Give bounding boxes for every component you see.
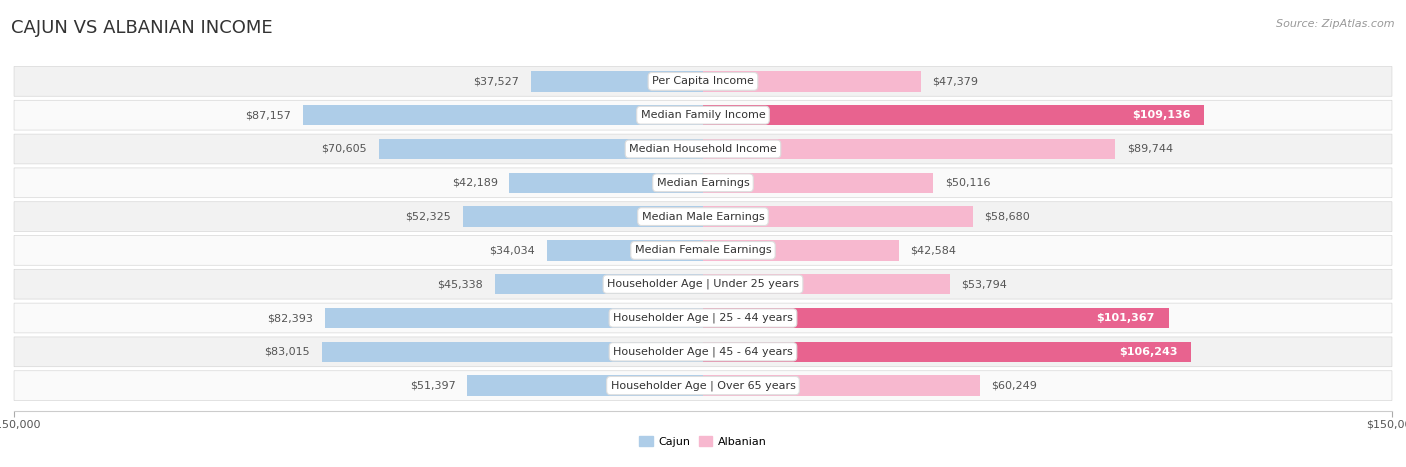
Bar: [530, 71, 703, 92]
Bar: [703, 71, 921, 92]
FancyBboxPatch shape: [14, 168, 1392, 198]
Bar: [302, 105, 703, 125]
FancyBboxPatch shape: [14, 134, 1392, 164]
Text: $37,527: $37,527: [474, 77, 519, 86]
Text: $47,379: $47,379: [932, 77, 979, 86]
Text: $109,136: $109,136: [1132, 110, 1191, 120]
FancyBboxPatch shape: [14, 202, 1392, 232]
Bar: [463, 206, 703, 227]
Text: Per Capita Income: Per Capita Income: [652, 77, 754, 86]
Text: $42,189: $42,189: [451, 178, 498, 188]
Text: $60,249: $60,249: [991, 381, 1038, 390]
Bar: [703, 375, 980, 396]
Bar: [703, 308, 1168, 328]
Text: $70,605: $70,605: [322, 144, 367, 154]
Bar: [703, 274, 950, 294]
Bar: [703, 173, 934, 193]
Text: Source: ZipAtlas.com: Source: ZipAtlas.com: [1277, 19, 1395, 28]
Text: $106,243: $106,243: [1119, 347, 1177, 357]
Text: Median Family Income: Median Family Income: [641, 110, 765, 120]
Text: $58,680: $58,680: [984, 212, 1029, 222]
Bar: [467, 375, 703, 396]
Legend: Cajun, Albanian: Cajun, Albanian: [634, 432, 772, 452]
Text: $45,338: $45,338: [437, 279, 484, 289]
Text: $83,015: $83,015: [264, 347, 311, 357]
Bar: [703, 240, 898, 261]
Bar: [378, 139, 703, 159]
Text: Median Female Earnings: Median Female Earnings: [634, 245, 772, 255]
Text: Householder Age | 45 - 64 years: Householder Age | 45 - 64 years: [613, 347, 793, 357]
Text: $89,744: $89,744: [1126, 144, 1173, 154]
Text: Householder Age | Under 25 years: Householder Age | Under 25 years: [607, 279, 799, 290]
Text: Median Male Earnings: Median Male Earnings: [641, 212, 765, 222]
FancyBboxPatch shape: [14, 303, 1392, 333]
Text: $82,393: $82,393: [267, 313, 314, 323]
Text: $53,794: $53,794: [962, 279, 1008, 289]
Bar: [322, 342, 703, 362]
Bar: [703, 105, 1205, 125]
Text: CAJUN VS ALBANIAN INCOME: CAJUN VS ALBANIAN INCOME: [11, 19, 273, 37]
Bar: [703, 342, 1191, 362]
Text: Householder Age | Over 65 years: Householder Age | Over 65 years: [610, 380, 796, 391]
Text: $101,367: $101,367: [1097, 313, 1154, 323]
Bar: [509, 173, 703, 193]
Text: $51,397: $51,397: [409, 381, 456, 390]
Bar: [703, 206, 973, 227]
FancyBboxPatch shape: [14, 337, 1392, 367]
Bar: [703, 139, 1115, 159]
Text: Householder Age | 25 - 44 years: Householder Age | 25 - 44 years: [613, 313, 793, 323]
Text: $50,116: $50,116: [945, 178, 990, 188]
Text: $52,325: $52,325: [405, 212, 451, 222]
FancyBboxPatch shape: [14, 100, 1392, 130]
Text: $87,157: $87,157: [245, 110, 291, 120]
Bar: [325, 308, 703, 328]
Text: Median Household Income: Median Household Income: [628, 144, 778, 154]
FancyBboxPatch shape: [14, 269, 1392, 299]
Bar: [495, 274, 703, 294]
Bar: [547, 240, 703, 261]
Text: $34,034: $34,034: [489, 245, 536, 255]
FancyBboxPatch shape: [14, 66, 1392, 96]
Text: Median Earnings: Median Earnings: [657, 178, 749, 188]
Text: $42,584: $42,584: [910, 245, 956, 255]
FancyBboxPatch shape: [14, 235, 1392, 265]
FancyBboxPatch shape: [14, 371, 1392, 401]
